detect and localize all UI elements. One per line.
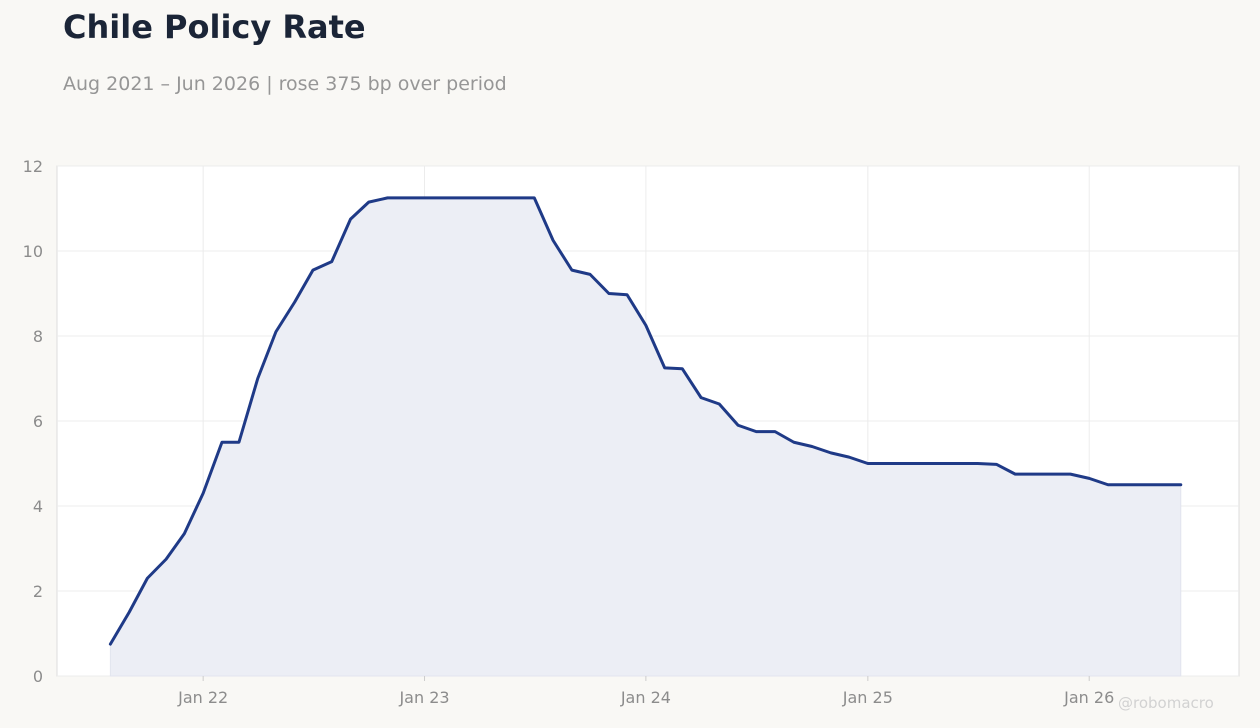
x-tick-label: Jan 22 (177, 688, 228, 707)
watermark: @robomacro (1118, 694, 1214, 712)
x-tick-label: Jan 23 (398, 688, 449, 707)
chart-subtitle: Aug 2021 – Jun 2026 | rose 375 bp over p… (63, 73, 507, 95)
chart-title: Chile Policy Rate (63, 8, 366, 46)
y-tick-label: 12 (23, 157, 43, 176)
series-line (108, 196, 1183, 646)
y-tick-label: 0 (33, 667, 43, 686)
y-tick-label: 8 (33, 327, 43, 346)
data-marks (108, 196, 1183, 677)
x-tick-label: Jan 24 (620, 688, 671, 707)
y-tick-label: 2 (33, 582, 43, 601)
x-tick-label: Jan 26 (1063, 688, 1114, 707)
x-tick-label: Jan 25 (842, 688, 893, 707)
y-tick-label: 10 (23, 242, 43, 261)
y-tick-label: 6 (33, 412, 43, 431)
y-axis: 0 2 4 6 8 10 12 (23, 157, 43, 686)
y-tick-label: 4 (33, 497, 43, 516)
x-axis: Jan 22 Jan 23 Jan 24 Jan 25 Jan 26 (177, 676, 1114, 707)
